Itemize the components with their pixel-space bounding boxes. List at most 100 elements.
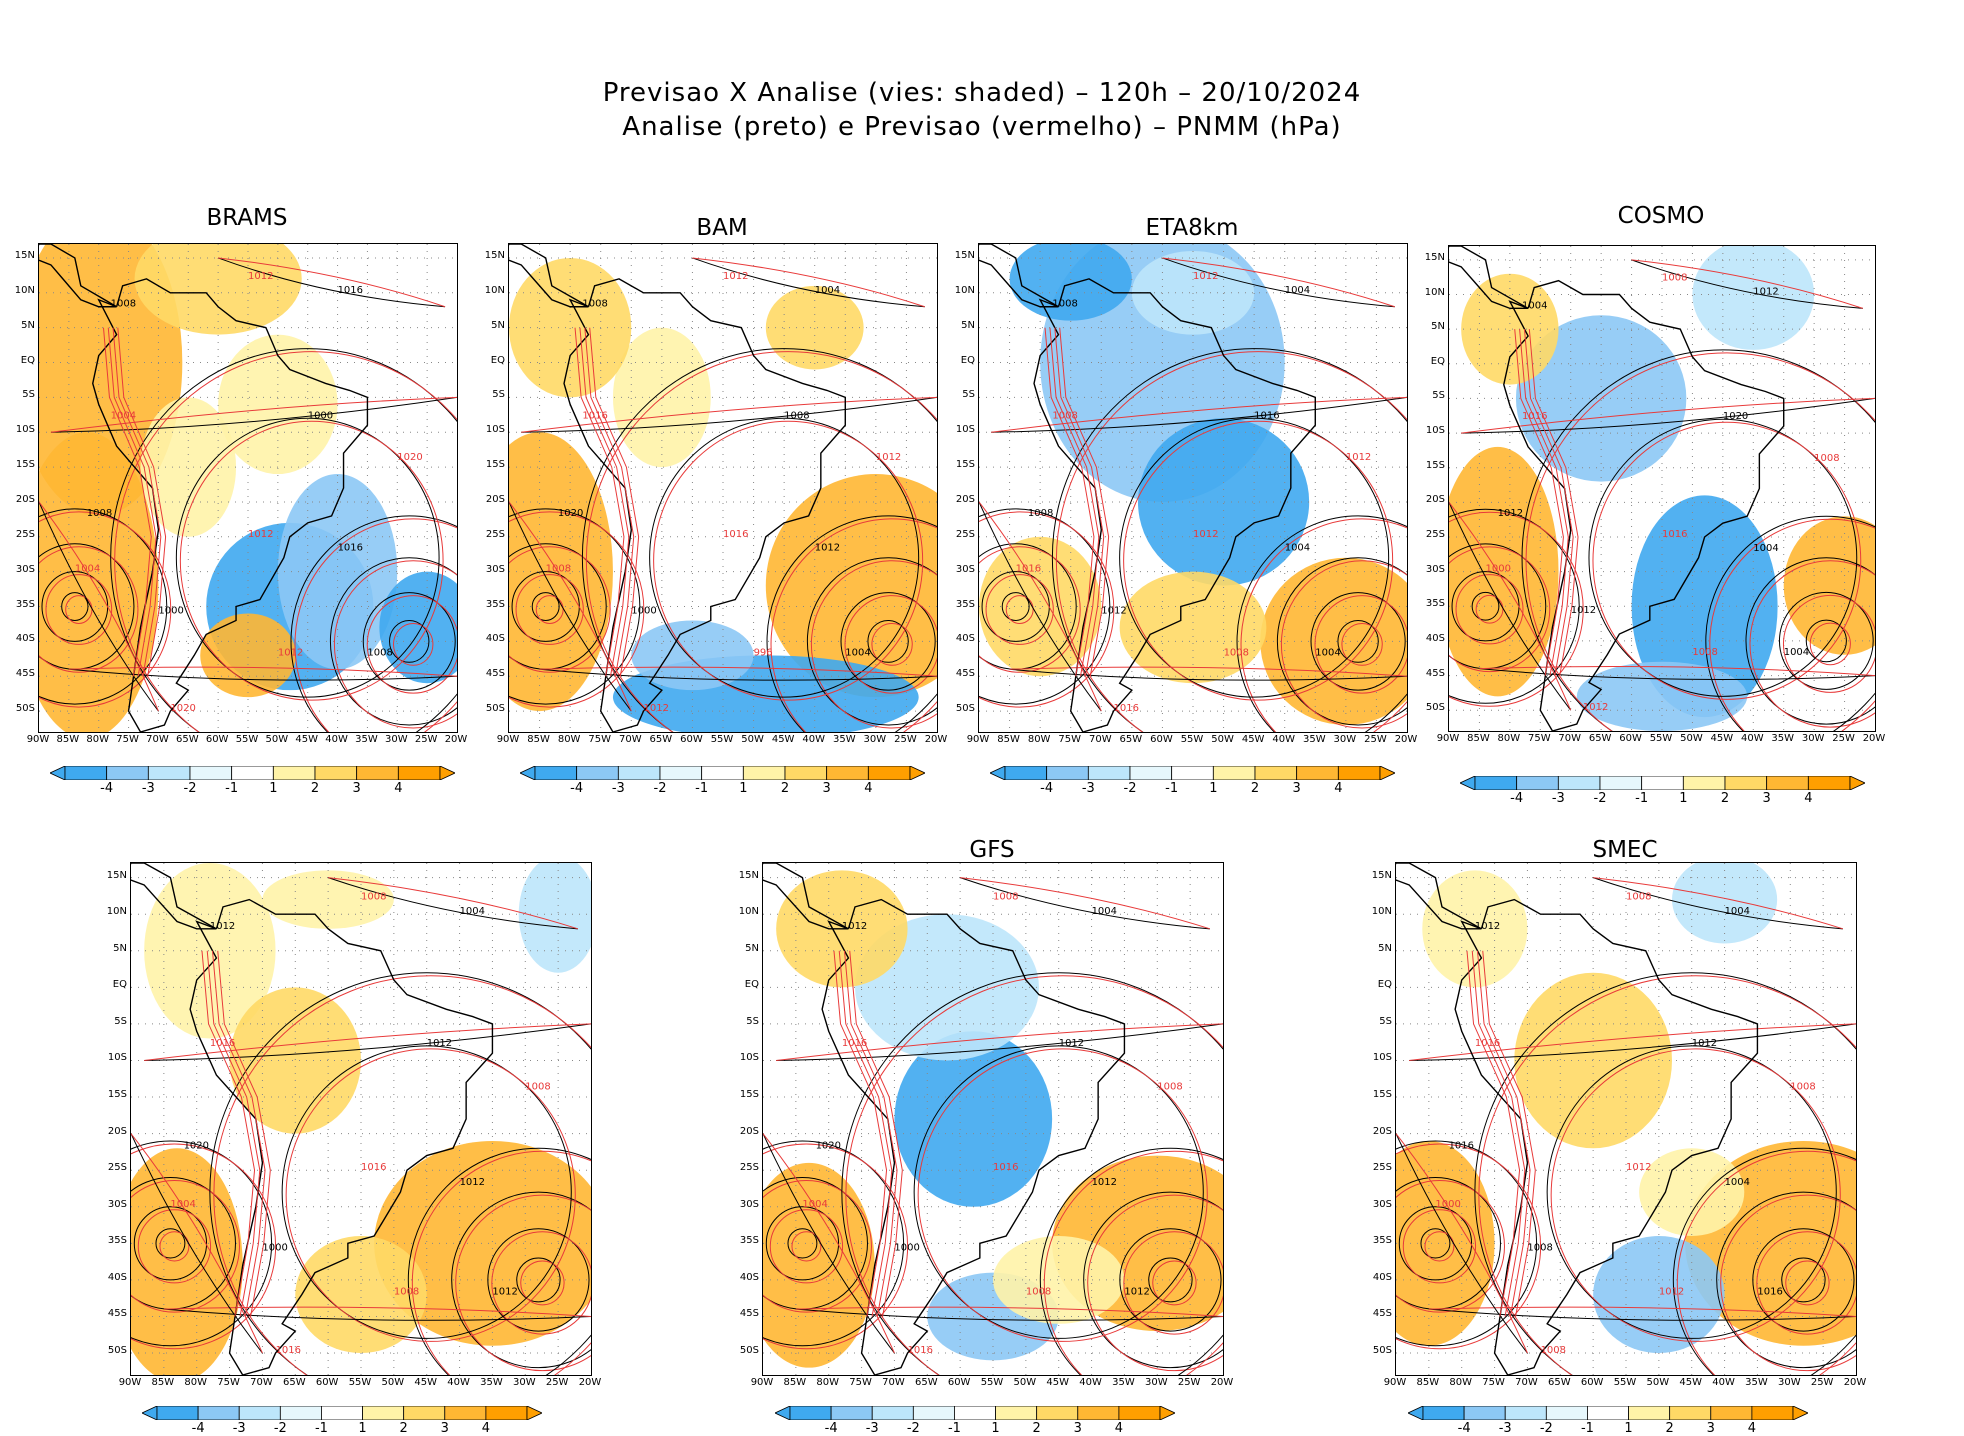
contour-label: 1000	[308, 410, 333, 421]
lat-tick-label: 40S	[955, 633, 975, 645]
lat-tick-label: 40S	[15, 633, 35, 645]
contour-label: 1012	[815, 543, 840, 554]
colorbar-label: -2	[1539, 1421, 1553, 1436]
forecast-isobar	[579, 327, 630, 677]
colorbar-label: -4	[824, 1421, 838, 1436]
lat-tick-label: 5S	[492, 389, 505, 401]
forecast-isobar	[201, 950, 256, 1317]
analysis-isobar	[692, 257, 925, 308]
colorbar-segment	[1599, 775, 1643, 791]
colorbar-segment	[789, 1405, 832, 1421]
lat-tick-label: 25S	[1372, 1162, 1392, 1174]
contour-label: 1016	[1254, 410, 1279, 421]
lat-tick-label: 5N	[113, 942, 127, 954]
colorbar-segment	[272, 765, 316, 781]
lon-tick-label: 60W	[315, 1377, 339, 1388]
lon-tick-label: 90W	[1383, 1377, 1407, 1388]
forecast-isobar	[131, 1133, 263, 1354]
colorbar-label: 2	[1720, 791, 1730, 806]
lat-tick-label: 40S	[107, 1271, 127, 1283]
colorbar-segment	[526, 1405, 543, 1421]
lat-tick-label: EQ	[744, 979, 759, 991]
lat-tick-label: 35S	[1372, 1235, 1392, 1247]
analysis-isobar	[1705, 515, 1875, 731]
forecast-isobar	[411, 1150, 591, 1375]
forecast-isobar	[917, 1048, 1208, 1342]
lat-tick-label: 20S	[15, 493, 35, 505]
lon-tick-label: 40W	[1079, 1377, 1102, 1388]
lat-tick-label: 15N	[738, 869, 759, 881]
lon-tick-label: 55W	[235, 734, 259, 745]
forecast-isobar	[521, 396, 937, 433]
analysis-isobar	[407, 1147, 591, 1375]
lat-tick-label: 25S	[739, 1162, 759, 1174]
forecast-isobar	[39, 501, 159, 712]
colorbar-segment	[1669, 1405, 1712, 1421]
contour-label: 1012	[492, 1287, 517, 1298]
contour-label: 1012	[1583, 702, 1608, 713]
lat-tick-label: 50S	[15, 703, 35, 715]
forecast-isobar	[102, 327, 152, 677]
forecast-isobar	[585, 351, 937, 732]
lon-tick-label: 35W	[1302, 734, 1326, 745]
analysis-isobar	[1162, 257, 1395, 308]
lat-tick-label: 5N	[1431, 321, 1445, 333]
lat-tick-label: EQ	[1430, 355, 1445, 367]
lon-tick-label: 90W	[496, 734, 520, 745]
colorbar-label: 3	[1073, 1421, 1082, 1436]
lat-tick-label: 15N	[484, 249, 505, 261]
bias-shading	[1009, 244, 1132, 321]
colorbar-segment	[1212, 765, 1256, 781]
lon-tick-label: 35W	[1771, 733, 1795, 744]
contour-label: 1016	[1449, 1140, 1474, 1151]
lat-tick-label: 15S	[485, 459, 505, 471]
colorbar-segment	[1004, 765, 1048, 781]
contour-label: 1008	[361, 892, 386, 903]
contour-label: 1012	[876, 452, 901, 463]
forecast-isobar	[1525, 352, 1875, 731]
colorbar-segment	[909, 765, 926, 781]
colorbar-segment	[1682, 775, 1726, 791]
forecast-isobar	[137, 1209, 212, 1284]
contour-label: 1020	[170, 703, 195, 714]
forecast-isobar	[1482, 950, 1536, 1317]
colorbar-segment	[1792, 1405, 1809, 1421]
forecast-isobar	[1476, 950, 1531, 1317]
forecast-isobar	[217, 950, 271, 1317]
analysis-isobar	[61, 592, 89, 621]
lon-tick-label: 20W	[924, 734, 948, 745]
map-panel-smec: 1012 1008 1004 1016 1012 1008 1016 1012 1004 1000…	[1395, 862, 1857, 1376]
contour-label: 1008	[1052, 299, 1077, 310]
forecast-isobar	[131, 1180, 240, 1313]
contour-label: 1008	[1224, 647, 1249, 658]
map-panel-cosmo: 1004 1008 1012 1016 1020 1008 1012 1016 1004 1000…	[1448, 245, 1876, 732]
lon-tick-label: 75W	[1527, 733, 1551, 744]
contour-label: 1012	[1193, 271, 1218, 282]
contour-label: 1012	[248, 271, 273, 282]
lon-tick-label: 80W	[1497, 733, 1521, 744]
colorbar-label: -2	[273, 1421, 287, 1436]
colorbar-segment	[106, 765, 149, 781]
forecast-isobar	[159, 1231, 190, 1262]
colorbar-label: 2	[1250, 781, 1260, 796]
forecast-isobar	[1087, 1194, 1223, 1372]
coastline	[509, 244, 589, 308]
analysis-isobar	[991, 396, 1407, 433]
contour-label: 1012	[1659, 1287, 1684, 1298]
forecast-isobar	[491, 1231, 591, 1335]
forecast-isobar	[979, 501, 1102, 712]
colorbar-segment	[1641, 775, 1684, 791]
lat-tick-label: 35S	[1425, 598, 1445, 610]
forecast-isobar	[1396, 1180, 1505, 1313]
analysis-isobar	[1398, 1206, 1473, 1281]
contour-label: 1020	[558, 508, 583, 519]
lon-tick-label: 20W	[1394, 734, 1418, 745]
lon-tick-label: 45W	[1679, 1377, 1703, 1388]
contour-label: 1004	[1725, 906, 1750, 917]
colorbar-segment	[1628, 1405, 1671, 1421]
analysis-isobar	[1009, 668, 1407, 681]
forecast-isobar	[218, 257, 446, 308]
analysis-isobar	[1001, 592, 1030, 621]
colorbar-label: 3	[440, 1421, 449, 1436]
colorbar-segment	[1118, 1405, 1161, 1421]
